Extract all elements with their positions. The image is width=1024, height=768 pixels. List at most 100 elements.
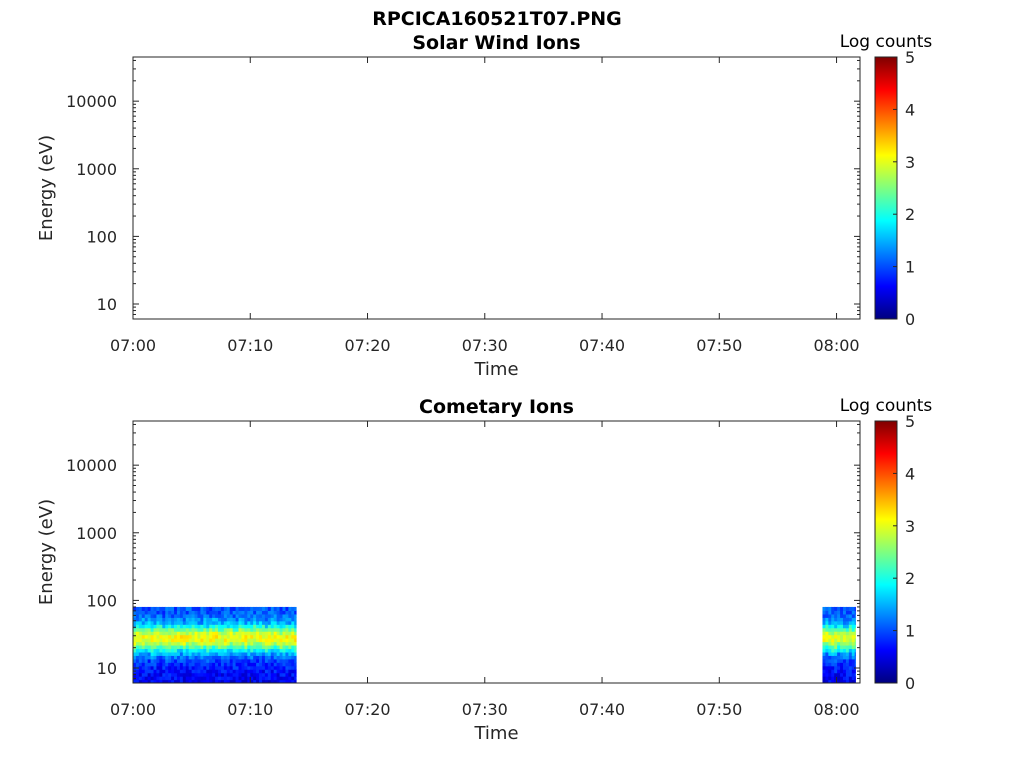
heatmap-cell: [238, 627, 243, 632]
heatmap-cell: [182, 658, 187, 663]
heatmap-cell: [294, 676, 297, 681]
heatmap-cell: [203, 613, 207, 618]
heatmap-cell: [238, 669, 243, 674]
heatmap-cell: [837, 644, 841, 650]
heatmap-cell: [147, 662, 152, 667]
heatmap-cell: [253, 669, 257, 674]
heatmap-cell: [825, 655, 829, 660]
heatmap-cell: [153, 627, 158, 632]
heatmap-cell: [226, 679, 231, 683]
heatmap-cell: [282, 665, 287, 670]
heatmap-cell: [834, 627, 838, 632]
heatmap-cell: [153, 638, 158, 643]
heatmap-cell: [218, 672, 222, 677]
heatmap-cell: [834, 669, 838, 674]
heatmap-cell: [218, 665, 222, 670]
heatmap-cell: [831, 638, 835, 643]
heatmap-cell: [288, 610, 292, 615]
heatmap-cell: [848, 676, 853, 681]
heatmap-cell: [294, 641, 297, 646]
heatmap-cell: [270, 644, 275, 650]
heatmap-cell: [244, 662, 248, 667]
heatmap-cell: [825, 610, 829, 615]
heatmap-cell: [244, 627, 248, 632]
heatmap-cell: [834, 651, 838, 656]
heatmap-cell: [176, 617, 181, 622]
heatmap-cell: [825, 662, 829, 667]
heatmap-cell: [162, 679, 166, 683]
heatmap-cell: [200, 651, 204, 656]
heatmap-cell: [267, 655, 272, 660]
heatmap-cell: [162, 634, 166, 639]
heatmap-cell: [162, 606, 166, 611]
heatmap-cell: [238, 644, 243, 650]
heatmap-cell: [203, 606, 207, 611]
heatmap-cell: [150, 655, 155, 660]
heatmap-cell: [291, 672, 295, 677]
heatmap-cell: [141, 676, 146, 681]
heatmap-cell: [851, 613, 856, 618]
heatmap-cell: [261, 648, 266, 653]
heatmap-cell: [247, 658, 251, 663]
heatmap-cell: [294, 610, 297, 615]
panel-title: Cometary Ions: [419, 396, 574, 418]
heatmap-cell: [235, 613, 240, 618]
heatmap-cell: [185, 665, 190, 670]
heatmap-cell: [153, 644, 158, 650]
heatmap-cell: [828, 672, 832, 677]
heatmap-cell: [843, 651, 847, 656]
heatmap-cell: [270, 679, 275, 683]
heatmap-cell: [218, 631, 222, 636]
heatmap-cell: [144, 679, 149, 683]
heatmap-cell: [822, 610, 827, 615]
heatmap-cell: [147, 665, 152, 670]
heatmap-cell: [168, 676, 172, 681]
heatmap-cell: [288, 613, 292, 618]
heatmap-cell: [156, 634, 160, 639]
heatmap-cell: [848, 648, 853, 653]
heatmap-cell: [223, 679, 228, 683]
heatmap-cell: [831, 658, 835, 663]
heatmap-cell: [294, 644, 297, 650]
x-tick-label: 07:20: [344, 336, 390, 355]
heatmap-cell: [244, 648, 248, 653]
heatmap-cell: [273, 662, 278, 667]
heatmap-cell: [232, 634, 237, 639]
heatmap-cell: [159, 669, 163, 674]
heatmap-cell: [261, 662, 266, 667]
heatmap-cell: [282, 669, 287, 674]
heatmap-cell: [256, 613, 260, 618]
heatmap-cell: [253, 627, 257, 632]
heatmap-cell: [162, 617, 166, 622]
heatmap-cell: [261, 651, 266, 656]
heatmap-cell: [223, 644, 228, 650]
heatmap-cell: [837, 641, 841, 646]
heatmap-cell: [851, 658, 856, 663]
heatmap-cell: [174, 634, 178, 639]
heatmap-cell: [235, 638, 240, 643]
heatmap-cell: [141, 631, 146, 636]
heatmap-cell: [223, 638, 228, 643]
heatmap-cell: [185, 651, 190, 656]
heatmap-cell: [220, 641, 225, 646]
heatmap-cell: [226, 662, 231, 667]
heatmap-cell: [165, 620, 169, 625]
heatmap-cell: [182, 669, 187, 674]
heatmap-cell: [220, 624, 225, 629]
heatmap-cell: [834, 624, 838, 629]
heatmap-cell: [185, 634, 190, 639]
heatmap-cell: [220, 631, 225, 636]
heatmap-cell: [147, 672, 152, 677]
heatmap-cell: [150, 665, 155, 670]
heatmap-cell: [179, 638, 184, 643]
heatmap-cell: [159, 613, 163, 618]
heatmap-cell: [209, 651, 213, 656]
heatmap-cell: [168, 655, 172, 660]
heatmap-cell: [840, 655, 844, 660]
heatmap-cell: [854, 627, 856, 632]
heatmap-cell: [840, 662, 844, 667]
heatmap-cell: [261, 644, 266, 650]
heatmap-cell: [294, 665, 297, 670]
heatmap-cell: [133, 655, 137, 660]
